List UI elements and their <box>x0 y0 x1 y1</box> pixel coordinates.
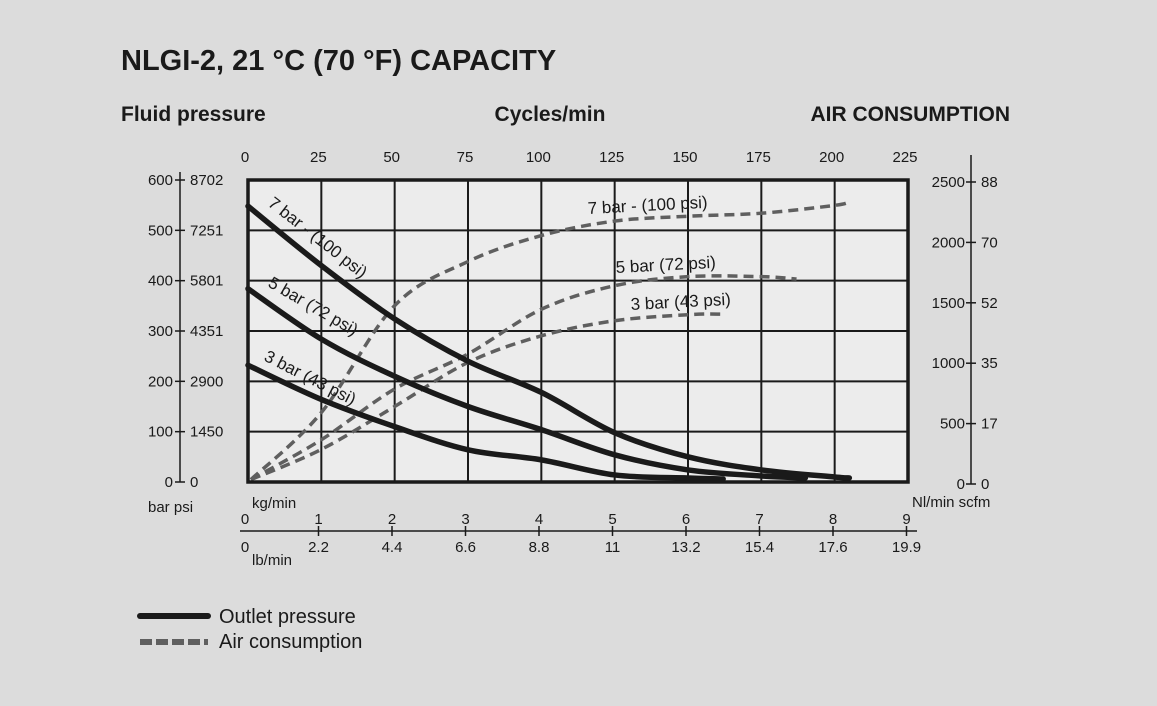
header-air-consumption: AIR CONSUMPTION <box>811 103 1011 126</box>
y-right-nl-tick-label: 1000 <box>932 355 965 372</box>
air-consumption-line <box>250 274 797 482</box>
air-consumption-line <box>250 312 724 482</box>
x-kg-tick-label: 1 <box>314 511 322 528</box>
y-right-scfm-tick-label: 0 <box>981 476 989 493</box>
y-left-bar-tick-label: 100 <box>148 424 173 441</box>
x-top-tick-label: 100 <box>526 149 551 166</box>
header-cycles: Cycles/min <box>495 103 606 126</box>
x-kg-tick-label: 4 <box>535 511 543 528</box>
x-lb-tick-label: 17.6 <box>818 539 847 556</box>
outlet-pressure-line <box>245 203 853 481</box>
x-kg-tick-label: 0 <box>241 511 249 528</box>
y-left-bar-tick-label: 400 <box>148 273 173 290</box>
y-left-psi-tick-label: 1450 <box>190 424 223 441</box>
legend-outlet-pressure: Outlet pressure <box>219 606 356 628</box>
y-right-nl-tick-label: 1500 <box>932 295 965 312</box>
x-kg-tick-label: 5 <box>608 511 616 528</box>
x-top-tick-label: 75 <box>457 149 474 166</box>
x-lb-tick-label: 4.4 <box>382 539 403 556</box>
x-lb-tick-label: 13.2 <box>671 539 700 556</box>
x-top-tick-label: 175 <box>746 149 771 166</box>
x-kg-tick-label: 6 <box>682 511 690 528</box>
x-kg-tick-label: 2 <box>388 511 396 528</box>
y-right-nl-tick-label: 0 <box>957 476 965 493</box>
x-top-tick-label: 150 <box>672 149 697 166</box>
y-left-bar-tick-label: 600 <box>148 172 173 189</box>
x-top-tick-label: 225 <box>892 149 917 166</box>
header-fluid-pressure: Fluid pressure <box>121 103 266 126</box>
x-top-tick-label: 200 <box>819 149 844 166</box>
y-right-nl-tick-label: 500 <box>940 416 965 433</box>
x-top-tick-label: 0 <box>241 149 249 166</box>
y-right-scfm-tick-label: 35 <box>981 355 998 372</box>
nl-scfm-label: Nl/min scfm <box>912 494 990 511</box>
x-kg-tick-label: 7 <box>755 511 763 528</box>
x-lb-tick-label: 8.8 <box>529 539 550 556</box>
y-left-psi-tick-label: 0 <box>190 474 198 491</box>
legend-air-consumption: Air consumption <box>219 631 362 653</box>
plot-frame <box>246 178 910 484</box>
x-kg-tick-label: 8 <box>829 511 837 528</box>
y-left-bar-tick-label: 200 <box>148 373 173 390</box>
x-top-tick-label: 25 <box>310 149 327 166</box>
y-right-nl-tick-label: 2500 <box>932 174 965 191</box>
x-lb-tick-label: 6.6 <box>455 539 476 556</box>
y-left-psi-tick-label: 4351 <box>190 323 223 340</box>
x-kg-tick-label: 9 <box>902 511 910 528</box>
x-lb-tick-label: 2.2 <box>308 539 329 556</box>
x-lb-tick-label: 19.9 <box>892 539 921 556</box>
y-right-scfm-tick-label: 88 <box>981 174 998 191</box>
legend: Outlet pressure Air consumption <box>137 606 362 653</box>
y-left-bar-tick-label: 300 <box>148 323 173 340</box>
y-left-psi-tick-label: 2900 <box>190 373 223 390</box>
x-top-tick-label: 50 <box>383 149 400 166</box>
y-left-bar-tick-label: 500 <box>148 222 173 239</box>
x-lb-tick-label: 11 <box>605 539 621 556</box>
y-right-scfm-tick-label: 52 <box>981 295 998 312</box>
outlet-pressure-line <box>245 285 809 481</box>
x-top-tick-label: 125 <box>599 149 624 166</box>
y-left-psi-tick-label: 5801 <box>190 273 223 290</box>
y-left-psi-tick-label: 8702 <box>190 172 223 189</box>
bar-psi-label: bar psi <box>148 499 193 516</box>
y-right-scfm-tick-label: 70 <box>981 234 998 251</box>
x-lb-tick-label: 15.4 <box>745 539 774 556</box>
y-right-scfm-tick-label: 17 <box>981 416 998 433</box>
y-right-nl-tick-label: 2000 <box>932 234 965 251</box>
kg-min-label: kg/min <box>252 495 296 512</box>
y-left-psi-tick-label: 7251 <box>190 222 223 239</box>
outlet-pressure-line <box>245 362 726 482</box>
air-consumption-line <box>249 200 850 481</box>
x-kg-tick-label: 3 <box>461 511 469 528</box>
y-left-bar-tick-label: 0 <box>165 474 173 491</box>
lb-min-label: lb/min <box>252 552 292 569</box>
chart-title: NLGI-2, 21 °C (70 °F) CAPACITY <box>121 45 556 77</box>
x-lb-tick-label: 0 <box>241 539 249 556</box>
